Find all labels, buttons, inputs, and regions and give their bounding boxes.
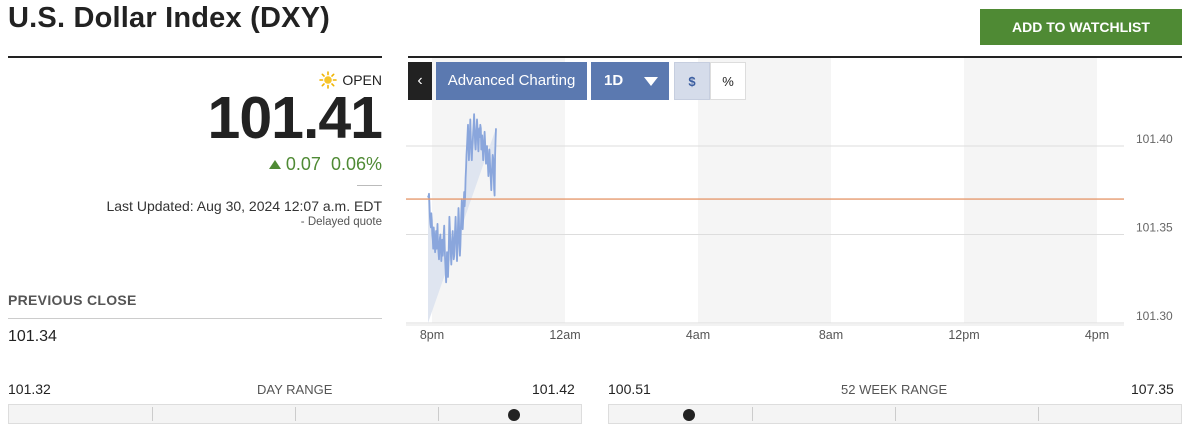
chevron-left-icon[interactable]: ‹ [408,62,432,100]
y-tick-label: 101.35 [1136,221,1173,235]
session-band [432,58,565,323]
page-title: U.S. Dollar Index (DXY) [8,2,331,34]
x-tick-label: 12am [549,328,580,342]
x-tick-label: 4pm [1085,328,1109,342]
day-range-marker [508,409,521,421]
range-tick [295,407,296,421]
y-tick-label: 101.30 [1136,309,1173,323]
divider [8,318,382,319]
week52-range-low: 100.51 [608,381,651,397]
advanced-charting-button[interactable]: Advanced Charting [436,62,587,100]
period-select-value: 1D [604,72,624,89]
day-range-label: DAY RANGE [257,382,333,397]
price-change: 0.07 0.06% [268,154,382,175]
intraday-chart: 101.30 101.35 101.40 8pm 12am 4am 8am 12pm 4pm [406,58,1173,342]
usd-toggle[interactable]: $ [674,62,710,100]
previous-close-value: 101.34 [8,328,57,345]
range-tick [1038,407,1039,421]
day-range-bar [8,404,582,424]
market-status: OPEN [319,71,382,89]
price-line [427,113,497,284]
caret-down-icon [644,77,658,86]
x-tick-label: 8am [819,328,843,342]
y-tick-label: 101.40 [1136,132,1173,146]
previous-close-label: PREVIOUS CLOSE [8,292,137,308]
day-range-low: 101.32 [8,381,51,397]
range-tick [438,407,439,421]
change-value: 0.07 [285,154,321,174]
x-tick-label: 8pm [420,328,444,342]
last-updated: Last Updated: Aug 30, 2024 12:07 a.m. ED… [106,198,382,214]
week52-range-bar [608,404,1182,424]
last-price: 101.41 [207,85,383,151]
period-select[interactable]: 1D [591,62,669,100]
market-status-label: OPEN [342,72,382,88]
divider [357,185,382,186]
week52-range-label: 52 WEEK RANGE [841,382,948,397]
percent-toggle[interactable]: % [710,62,746,100]
range-tick [152,407,153,421]
left-header-divider [8,56,382,58]
session-band [698,58,831,323]
session-band [964,58,1097,323]
add-to-watchlist-button[interactable]: ADD TO WATCHLIST [980,9,1182,45]
sun-icon [319,71,338,89]
x-tick-label: 4am [686,328,710,342]
up-triangle-icon [268,160,281,169]
week52-range-marker [683,409,696,421]
day-range-high: 101.42 [532,381,575,397]
delayed-quote-note: - Delayed quote [300,216,382,228]
x-tick-label: 12pm [948,328,979,342]
right-header-divider [408,56,1182,58]
range-tick [752,407,753,421]
change-percent: 0.06% [330,154,382,174]
range-tick [895,407,896,421]
week52-range-high: 107.35 [1131,381,1174,397]
